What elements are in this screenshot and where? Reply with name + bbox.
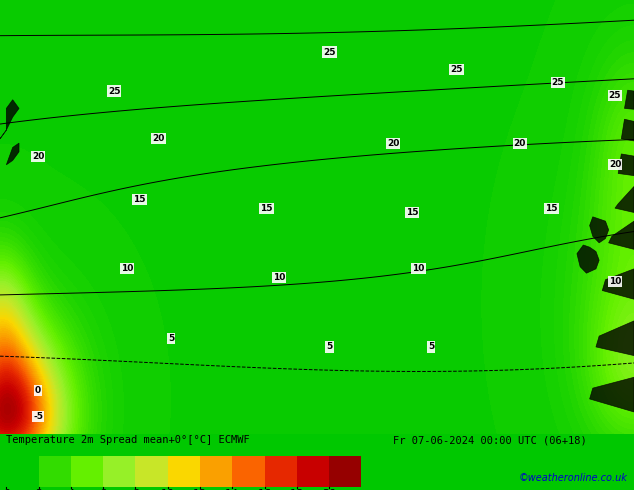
Bar bbox=[232, 456, 264, 487]
Polygon shape bbox=[618, 154, 634, 175]
Bar bbox=[103, 456, 136, 487]
Text: 10: 10 bbox=[120, 265, 133, 273]
Text: 5: 5 bbox=[168, 334, 174, 343]
Text: Fr 07-06-2024 00:00 UTC (06+18): Fr 07-06-2024 00:00 UTC (06+18) bbox=[393, 435, 587, 445]
Polygon shape bbox=[621, 119, 634, 141]
Text: -5: -5 bbox=[33, 412, 43, 421]
Text: 20: 20 bbox=[152, 134, 165, 143]
Text: 25: 25 bbox=[552, 78, 564, 87]
Text: 15: 15 bbox=[260, 204, 273, 213]
Polygon shape bbox=[624, 90, 634, 109]
Text: Temperature 2m Spread mean+0°[°C] ECMWF: Temperature 2m Spread mean+0°[°C] ECMWF bbox=[6, 435, 250, 445]
Text: 25: 25 bbox=[323, 48, 336, 56]
Text: 15: 15 bbox=[133, 195, 146, 204]
Bar bbox=[297, 456, 329, 487]
Bar bbox=[39, 456, 71, 487]
Polygon shape bbox=[6, 143, 19, 165]
Polygon shape bbox=[602, 269, 634, 299]
Text: 15: 15 bbox=[406, 208, 418, 217]
Text: 20: 20 bbox=[387, 139, 399, 147]
Polygon shape bbox=[609, 221, 634, 249]
Text: 5: 5 bbox=[327, 343, 333, 351]
Bar bbox=[264, 456, 297, 487]
Text: 20: 20 bbox=[32, 151, 44, 161]
Text: 10: 10 bbox=[273, 273, 285, 282]
Bar bbox=[200, 456, 232, 487]
Text: ©weatheronline.co.uk: ©weatheronline.co.uk bbox=[519, 473, 628, 483]
Polygon shape bbox=[590, 217, 609, 243]
Text: 10: 10 bbox=[609, 277, 621, 286]
Text: 10: 10 bbox=[412, 265, 425, 273]
Polygon shape bbox=[596, 321, 634, 356]
Text: 15: 15 bbox=[545, 204, 558, 213]
Polygon shape bbox=[577, 245, 599, 273]
Text: 25: 25 bbox=[609, 91, 621, 100]
Text: 0: 0 bbox=[35, 386, 41, 395]
Text: 25: 25 bbox=[450, 65, 463, 74]
Bar bbox=[168, 456, 200, 487]
Bar bbox=[136, 456, 168, 487]
Text: 5: 5 bbox=[428, 343, 434, 351]
Text: 25: 25 bbox=[108, 87, 120, 96]
Polygon shape bbox=[590, 377, 634, 412]
Text: 20: 20 bbox=[514, 139, 526, 147]
Bar bbox=[6, 456, 39, 487]
Polygon shape bbox=[0, 100, 19, 139]
Text: 20: 20 bbox=[609, 160, 621, 169]
Bar bbox=[71, 456, 103, 487]
Bar bbox=[329, 456, 361, 487]
Polygon shape bbox=[615, 187, 634, 213]
